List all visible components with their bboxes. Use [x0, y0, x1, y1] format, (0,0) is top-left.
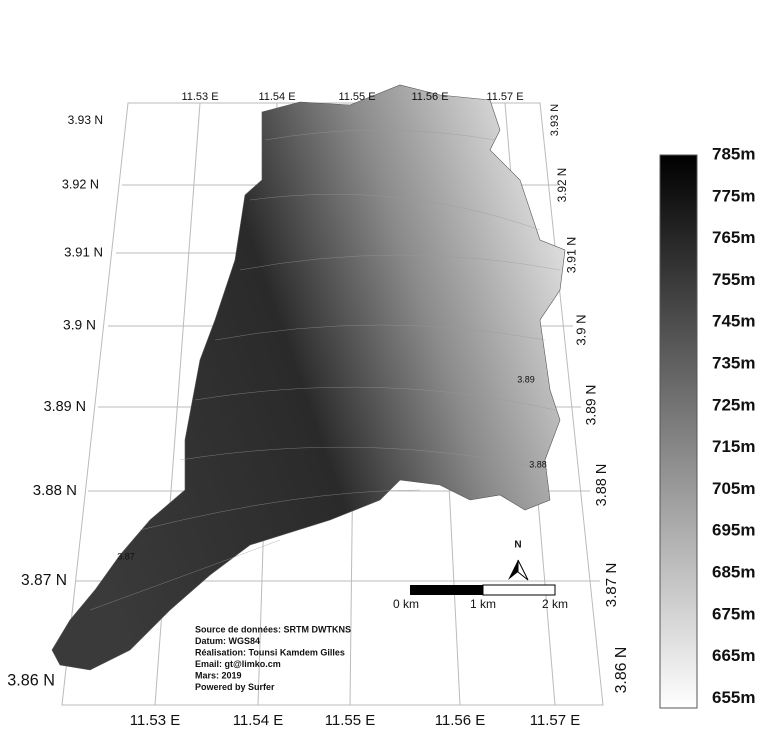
- colorbar-label: 675m: [712, 604, 755, 623]
- colorbar-label: 735m: [712, 353, 755, 372]
- credit-line: Datum: WGS84: [195, 636, 260, 646]
- bottom-axis-label: 11.57 E: [530, 712, 581, 729]
- bottom-axis-label: 11.56 E: [435, 712, 486, 729]
- north-arrow: [517, 559, 529, 581]
- scale-label: 1 km: [470, 597, 496, 611]
- contour-label: 3.88: [529, 459, 547, 469]
- colorbar-label: 745m: [712, 312, 755, 331]
- right-axis-label: 3.86 N: [613, 647, 630, 694]
- colorbar-label: 685m: [712, 562, 755, 581]
- credit-line: Source de données: SRTM DWTKNS: [195, 624, 351, 634]
- credit-line: Email: gt@limko.cm: [195, 659, 281, 669]
- scale-label: 0 km: [393, 597, 419, 611]
- bottom-axis-label: 11.53 E: [130, 712, 181, 729]
- colorbar-label: 705m: [712, 479, 755, 498]
- colorbar-label: 765m: [712, 228, 755, 247]
- credit-line: Powered by Surfer: [195, 682, 275, 692]
- right-axis-label: 3.88 N: [594, 464, 610, 507]
- colorbar-label: 775m: [712, 186, 755, 205]
- top-axis-label: 11.54 E: [258, 91, 295, 103]
- top-axis-label: 11.57 E: [486, 91, 523, 103]
- contour-label: 3.89: [517, 374, 535, 384]
- credit-line: Mars: 2019: [195, 670, 242, 680]
- right-axis-label: 3.89 N: [584, 385, 599, 426]
- north-label: N: [514, 540, 521, 551]
- colorbar-label: 715m: [712, 437, 755, 456]
- left-axis-label: 3.9 N: [63, 318, 96, 333]
- right-axis-label: 3.92 N: [556, 168, 569, 202]
- colorbar-label: 655m: [712, 688, 755, 707]
- colorbar-label: 665m: [712, 646, 755, 665]
- left-axis-label: 3.91 N: [64, 244, 103, 259]
- colorbar-label: 725m: [712, 395, 755, 414]
- colorbar-label: 785m: [712, 144, 755, 163]
- north-arrow: [508, 560, 518, 580]
- colorbar: [659, 154, 698, 709]
- scale-bar: [410, 584, 556, 596]
- left-axis-label: 3.92 N: [62, 177, 99, 191]
- top-axis-label: 11.56 E: [411, 91, 448, 103]
- right-axis-label: 3.87 N: [603, 563, 620, 608]
- left-axis-label: 3.88 N: [33, 482, 77, 499]
- right-axis-label: 3.9 N: [573, 314, 588, 345]
- bottom-axis-label: 11.54 E: [233, 712, 284, 729]
- top-axis-label: 11.53 E: [181, 91, 218, 103]
- bottom-axis-label: 11.55 E: [325, 712, 376, 729]
- credit-line: Réalisation: Tounsi Kamdem Gilles: [195, 647, 345, 657]
- colorbar-label: 755m: [712, 270, 755, 289]
- left-axis-label: 3.86 N: [7, 671, 55, 689]
- scale-label: 2 km: [542, 597, 568, 611]
- top-axis-label: 11.55 E: [338, 91, 375, 103]
- right-axis-label: 3.93 N: [549, 104, 561, 136]
- terrain: [51, 84, 566, 671]
- left-axis-label: 3.89 N: [44, 399, 86, 415]
- colorbar-label: 695m: [712, 521, 755, 540]
- left-axis-label: 3.93 N: [68, 113, 103, 127]
- contour-label: 3.87: [117, 551, 135, 561]
- left-axis-label: 3.87 N: [21, 572, 67, 589]
- right-axis-label: 3.91 N: [564, 237, 578, 274]
